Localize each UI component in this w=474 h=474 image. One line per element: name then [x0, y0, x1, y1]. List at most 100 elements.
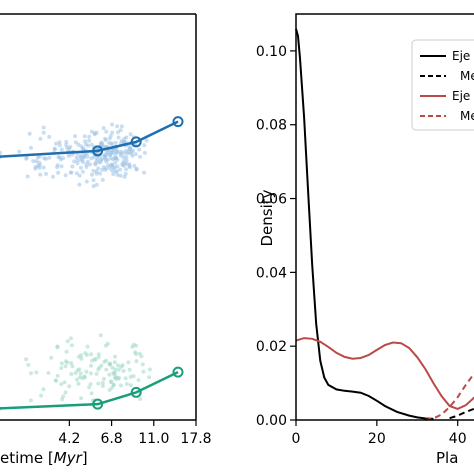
scatter-point — [65, 339, 70, 344]
scatter-point — [41, 165, 46, 170]
scatter-point — [37, 160, 42, 165]
scatter-point — [27, 131, 32, 136]
scatter-point — [90, 172, 94, 177]
scatter-point — [93, 357, 98, 362]
scatter-point — [122, 174, 127, 179]
scatter-point — [115, 164, 120, 169]
scatter-point — [127, 147, 132, 151]
legend-label: Me — [460, 69, 474, 83]
scatter-point — [63, 173, 68, 178]
scatter-point — [28, 398, 33, 403]
scatter-point — [114, 169, 119, 174]
scatter-point — [128, 132, 133, 137]
legend-label: Eje — [452, 49, 470, 63]
series-marker — [92, 145, 104, 157]
scatter-point — [114, 151, 119, 155]
scatter-point — [69, 361, 74, 365]
right-x-ticks: 0 20 40 — [292, 420, 467, 447]
scatter-point — [59, 382, 64, 387]
scatter-point — [49, 355, 54, 360]
series-marker — [92, 398, 104, 410]
scatter-point — [64, 359, 68, 364]
scatter-point — [91, 178, 96, 183]
scatter-point — [99, 363, 104, 368]
scatter-point — [119, 153, 123, 158]
legend-label: Eje — [452, 89, 470, 103]
scatter-point — [56, 155, 61, 160]
scatter-point — [88, 162, 93, 167]
scatter-point — [69, 343, 74, 348]
scatter-point — [28, 371, 33, 376]
scatter-point — [116, 135, 121, 140]
scatter-point — [43, 156, 48, 161]
scatter-point — [41, 130, 46, 135]
scatter-point — [147, 375, 152, 380]
scatter-point — [34, 370, 39, 375]
y-tick-label: 0.06 — [256, 192, 287, 208]
scatter-point — [24, 155, 29, 160]
scatter-point — [55, 344, 60, 349]
scatter-point — [120, 162, 125, 167]
scatter-point — [79, 396, 84, 401]
left-x-ticks: 4.2 6.8 11.0 17.8 — [58, 420, 212, 447]
scatter-point — [94, 371, 99, 376]
scatter-point — [98, 333, 103, 338]
scatter-point — [124, 135, 129, 140]
density-line — [295, 337, 474, 410]
scatter-point — [96, 355, 101, 360]
scatter-point — [83, 351, 88, 356]
scatter-point — [123, 171, 128, 176]
right-plot-frame — [295, 13, 474, 421]
scatter-point — [121, 369, 126, 373]
scatter-point — [39, 393, 44, 398]
scatter-point — [100, 380, 105, 385]
scatter-point — [59, 361, 64, 366]
scatter-point — [83, 142, 88, 147]
scatter-point — [133, 350, 138, 355]
right-x-axis-label: Pla — [436, 449, 458, 467]
scatter-point — [46, 371, 51, 375]
scatter-point — [142, 150, 147, 155]
scatter-point — [77, 367, 82, 372]
scatter-point — [83, 139, 88, 144]
scatter-point — [140, 362, 145, 367]
scatter-point — [119, 364, 124, 369]
scatter-point — [47, 155, 52, 160]
scatter-point — [88, 371, 93, 376]
scatter-point — [110, 168, 114, 173]
right-density-lines — [295, 28, 474, 421]
scatter-point — [103, 136, 108, 141]
scatter-point — [24, 357, 29, 362]
scatter-point — [73, 371, 78, 375]
scatter-point — [84, 179, 89, 184]
scatter-point — [82, 155, 86, 160]
scatter-point — [26, 362, 31, 367]
scatter-point — [144, 138, 149, 143]
series-marker — [130, 386, 142, 398]
scatter-point — [113, 367, 118, 372]
right-y-ticks: 0.00 0.02 0.04 0.06 0.08 0.10 — [256, 44, 296, 429]
scatter-point — [17, 149, 22, 154]
scatter-point — [44, 171, 48, 176]
series-line — [0, 370, 179, 410]
scatter-point — [110, 130, 115, 135]
scatter-point — [67, 384, 72, 389]
scatter-point — [139, 354, 144, 359]
left-x-axis-label: etime [Myr] — [0, 449, 88, 467]
scatter-point — [107, 362, 112, 367]
scatter-point — [91, 184, 96, 189]
scatter-point — [111, 172, 116, 177]
scatter-point — [85, 154, 90, 159]
scatter-point — [76, 142, 81, 147]
scatter-point — [106, 163, 110, 168]
scatter-point — [109, 380, 114, 385]
scatter-point — [68, 144, 73, 149]
scatter-point — [93, 162, 98, 167]
scatter-point — [89, 391, 94, 396]
scatter-point — [65, 145, 70, 150]
scatter-point — [41, 387, 46, 392]
scatter-point — [75, 158, 80, 162]
x-tick-label: 6.8 — [100, 431, 122, 447]
scatter-point — [108, 133, 113, 138]
scatter-point — [25, 174, 30, 179]
